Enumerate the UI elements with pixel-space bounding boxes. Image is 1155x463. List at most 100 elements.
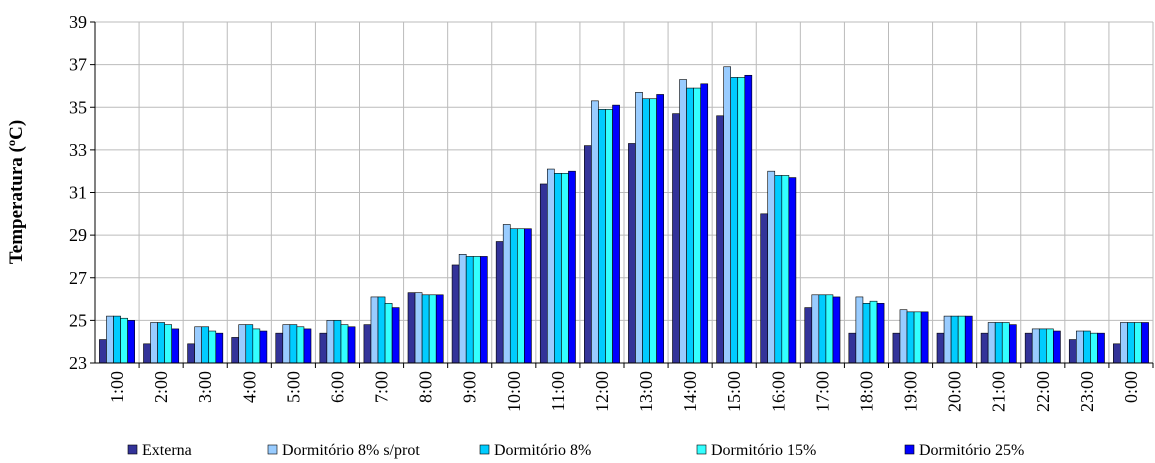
bar xyxy=(876,303,885,364)
bar xyxy=(906,311,915,364)
bar xyxy=(994,322,1003,364)
bar xyxy=(171,328,180,364)
bar xyxy=(591,100,599,364)
y-tick-label: 31 xyxy=(69,183,87,203)
bar xyxy=(421,294,430,364)
y-tick-label: 39 xyxy=(69,12,87,32)
bar xyxy=(788,177,797,364)
bar xyxy=(899,309,908,364)
bar xyxy=(920,311,929,364)
y-tick-label: 29 xyxy=(69,225,87,245)
bar xyxy=(231,337,240,364)
bar xyxy=(289,324,298,364)
bar xyxy=(407,292,416,364)
bar xyxy=(215,332,224,364)
bar xyxy=(252,328,261,364)
bar xyxy=(584,145,592,364)
bar xyxy=(106,315,114,364)
bar xyxy=(561,173,569,364)
bar xyxy=(428,294,437,364)
bar xyxy=(825,294,834,364)
legend-label: Externa xyxy=(142,442,192,459)
bar xyxy=(113,315,121,364)
legend-label: Dormitório 25% xyxy=(919,442,1024,459)
x-tick-label: 5:00 xyxy=(283,371,303,403)
bar xyxy=(936,332,945,364)
bar xyxy=(1090,332,1098,364)
bar xyxy=(649,98,657,364)
bar xyxy=(245,324,254,364)
y-axis-label: Temperatura (ºC) xyxy=(6,120,27,264)
legend-swatch xyxy=(904,444,915,455)
bar xyxy=(723,66,731,364)
bar xyxy=(465,256,474,364)
legend-label: Dormitório 8% s/prot xyxy=(282,442,420,459)
bar xyxy=(99,339,107,364)
bar xyxy=(656,94,664,364)
bar xyxy=(1068,339,1077,364)
bar xyxy=(296,326,305,364)
bar xyxy=(672,113,680,364)
bar xyxy=(964,315,973,364)
bar xyxy=(495,241,504,364)
bar xyxy=(435,294,444,364)
bar xyxy=(760,213,769,364)
bar xyxy=(1053,330,1061,364)
bar xyxy=(120,317,128,364)
bar xyxy=(201,326,210,364)
bar xyxy=(347,326,356,364)
legend-swatch xyxy=(479,444,490,455)
bar xyxy=(605,109,613,364)
bar xyxy=(568,170,576,364)
bar xyxy=(848,332,857,364)
bar xyxy=(1120,322,1128,364)
bar xyxy=(980,332,989,364)
bar xyxy=(598,109,606,364)
bar xyxy=(642,98,650,364)
bar xyxy=(628,143,636,364)
y-tick-label: 33 xyxy=(69,140,87,160)
bar xyxy=(194,326,202,364)
bar xyxy=(539,183,548,364)
x-tick-label: 23:00 xyxy=(1077,371,1097,412)
x-tick-label: 13:00 xyxy=(636,371,656,412)
y-tick-label: 37 xyxy=(69,55,87,75)
bar xyxy=(943,315,952,364)
x-tick-label: 17:00 xyxy=(812,371,832,412)
x-tick-label: 20:00 xyxy=(945,371,965,412)
bar xyxy=(546,168,555,364)
y-tick-label: 25 xyxy=(69,310,87,330)
bar xyxy=(127,320,135,364)
legend-swatch xyxy=(267,444,278,455)
bar xyxy=(208,330,217,364)
x-tick-label: 3:00 xyxy=(195,371,215,403)
bar xyxy=(693,87,702,364)
x-tick-label: 22:00 xyxy=(1033,371,1053,412)
x-tick-label: 18:00 xyxy=(856,371,876,412)
bar xyxy=(679,79,687,364)
x-tick-label: 10:00 xyxy=(504,371,524,412)
bar xyxy=(1141,322,1149,364)
bar xyxy=(612,104,620,364)
x-tick-label: 6:00 xyxy=(327,371,347,403)
bar xyxy=(855,296,864,364)
bar xyxy=(686,87,694,364)
x-tick-label: 0:00 xyxy=(1121,371,1141,403)
bar xyxy=(767,170,776,364)
bar xyxy=(1083,330,1091,364)
x-tick-label: 11:00 xyxy=(548,371,568,411)
bar xyxy=(1113,343,1121,364)
bar xyxy=(238,324,247,364)
bar xyxy=(737,77,746,364)
bar xyxy=(950,315,959,364)
bar xyxy=(333,320,342,364)
bar xyxy=(1031,328,1040,364)
bar xyxy=(1134,322,1142,364)
bar xyxy=(509,228,518,364)
bar xyxy=(1008,324,1017,364)
x-tick-label: 1:00 xyxy=(107,371,127,403)
bar xyxy=(869,300,878,364)
bar xyxy=(811,294,820,364)
x-tick-label: 2:00 xyxy=(151,371,171,403)
bar xyxy=(479,256,488,364)
